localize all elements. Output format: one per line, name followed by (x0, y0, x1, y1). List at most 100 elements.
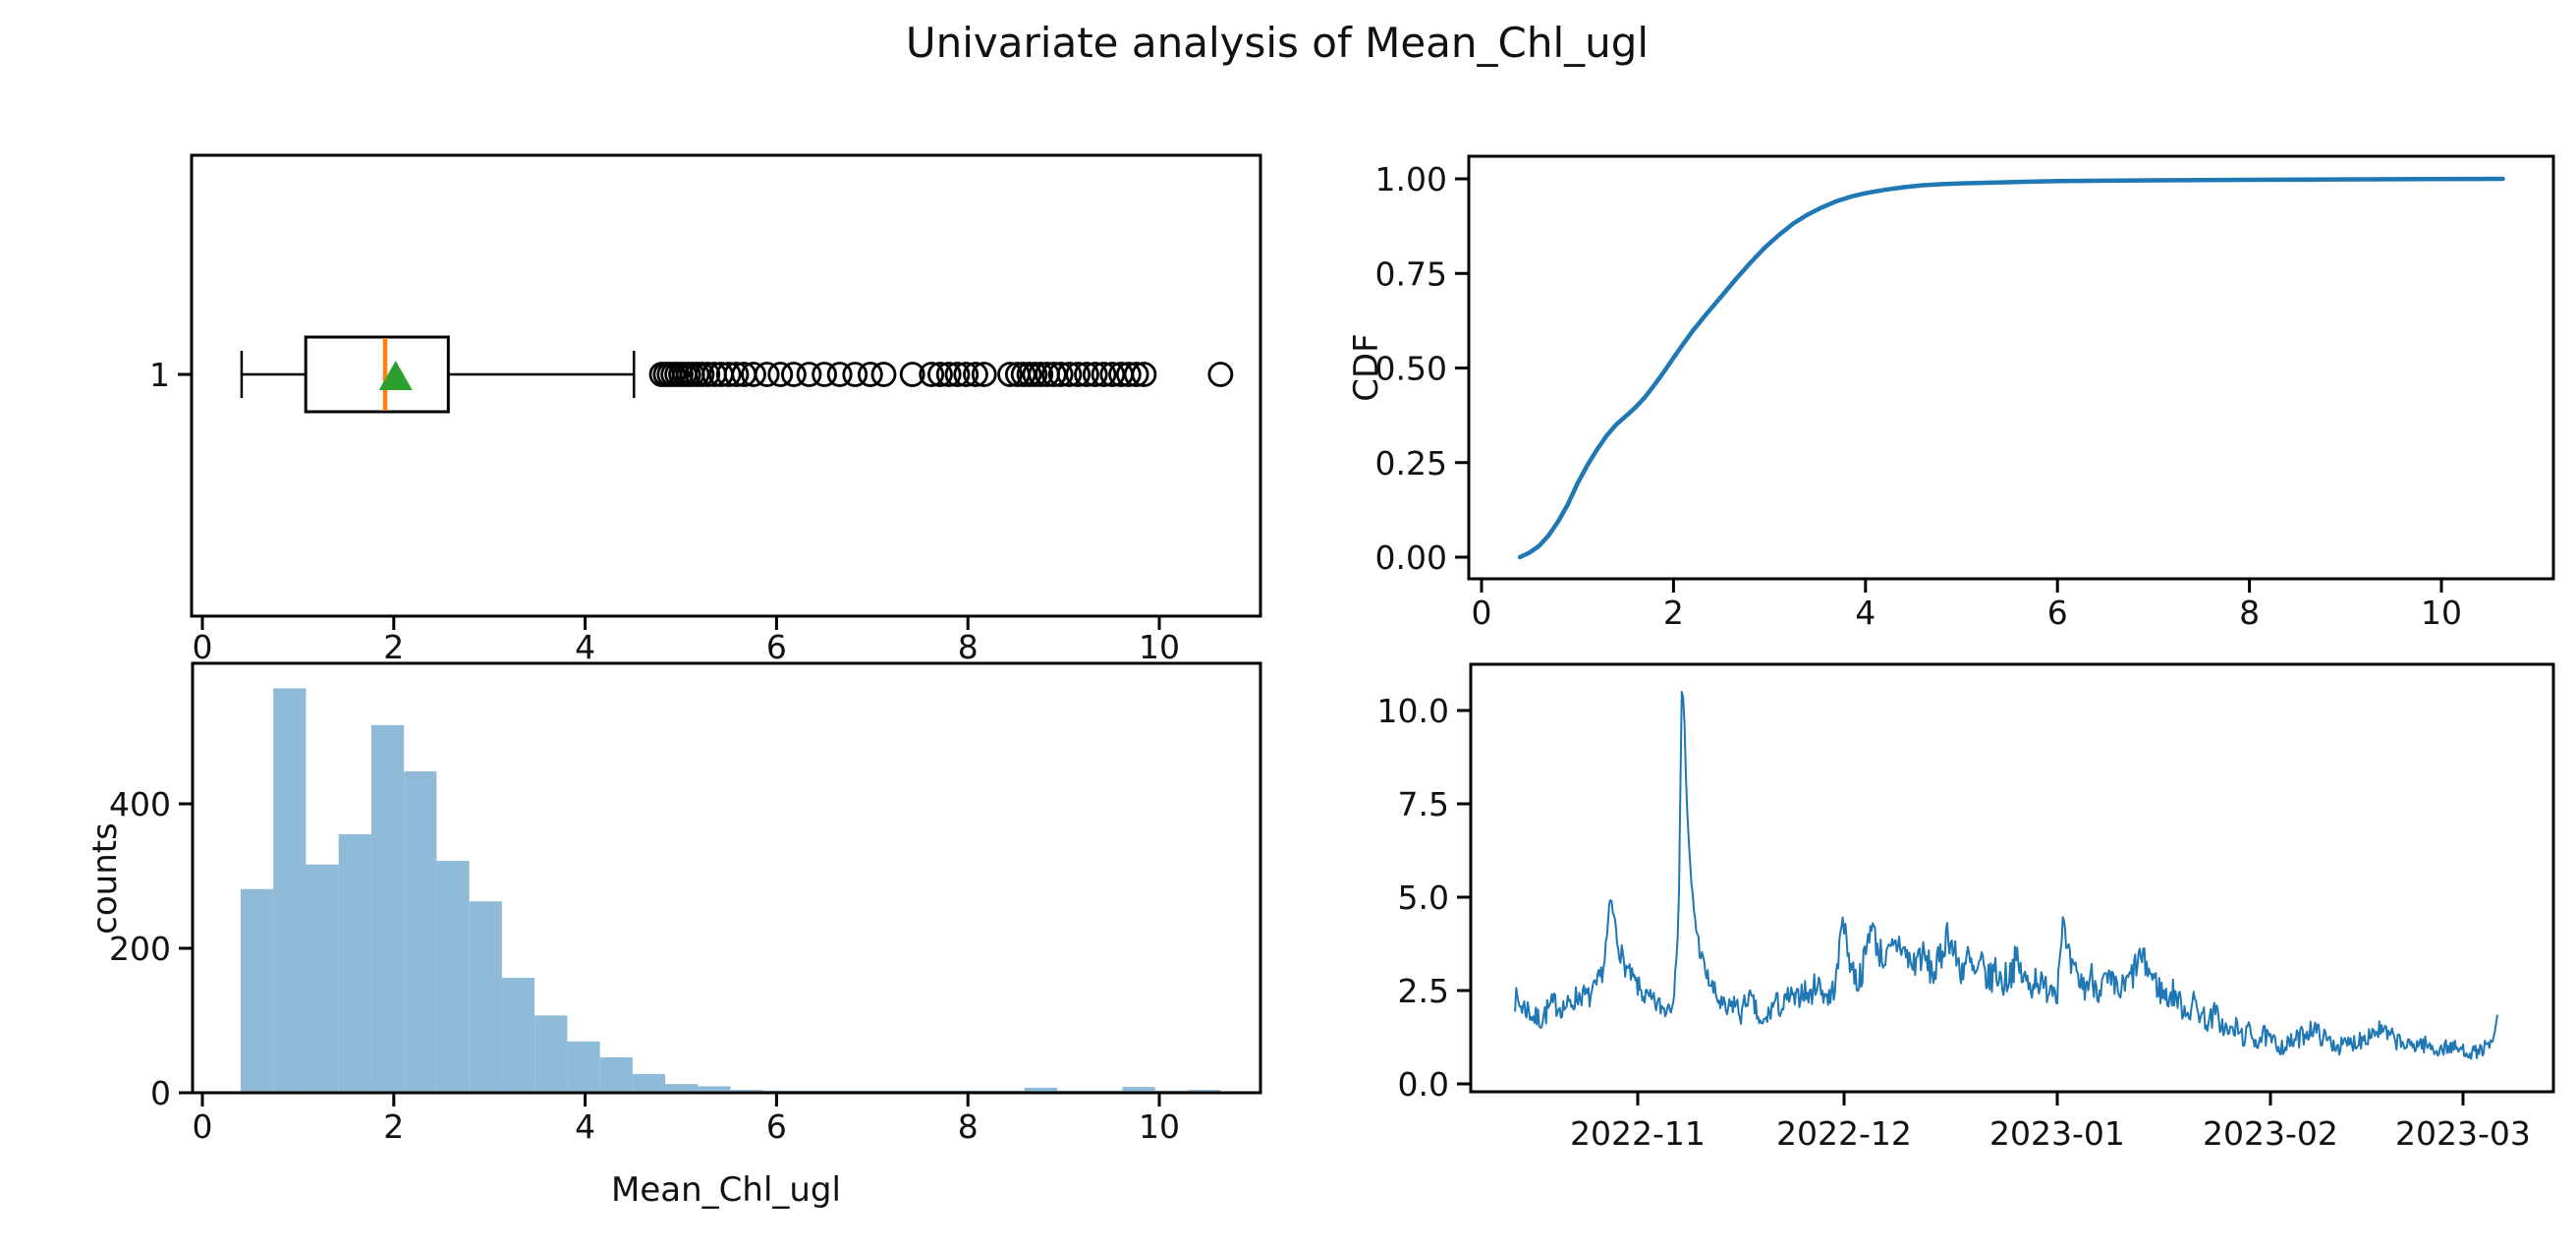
x-tick-label: 10 (2421, 594, 2462, 632)
iqr-box (304, 335, 450, 414)
x-tick-label: 2022-11 (1570, 1114, 1706, 1153)
histogram-bar (698, 1086, 731, 1093)
x-tick-label: 4 (1855, 594, 1876, 632)
y-tick-label: 7.5 (1398, 785, 1449, 823)
y-tick-label: 0.00 (1375, 539, 1447, 577)
outlier-point (812, 362, 837, 387)
histogram-bar (534, 1015, 568, 1093)
histogram-bar (1122, 1087, 1155, 1093)
outlier-point (826, 362, 853, 387)
y-tick-label: 0.50 (1375, 350, 1447, 388)
histogram-bar (240, 888, 274, 1093)
outlier-point (767, 362, 794, 387)
outlier-point (695, 362, 721, 387)
histogram-bar (306, 864, 339, 1093)
x-tick-label: 0 (1472, 594, 1492, 632)
outlier-point (1082, 362, 1108, 387)
axes-frame (191, 661, 1262, 1095)
x-tick-label: 6 (766, 628, 787, 666)
y-tick-label: 1 (149, 356, 170, 394)
x-tick-label: 2023-03 (2395, 1114, 2531, 1153)
histogram-bar (436, 861, 470, 1093)
outlier-point (953, 362, 980, 387)
x-tick-label: 6 (2047, 594, 2068, 632)
x-tick-label: 2 (1663, 594, 1684, 632)
outlier-point (723, 362, 750, 387)
histogram-bar (567, 1041, 600, 1093)
outlier-point (857, 362, 883, 387)
outlier-point (1056, 362, 1083, 387)
x-tick-label: 8 (958, 1107, 979, 1146)
outlier-point (935, 362, 962, 387)
x-tick-label: 2023-01 (1989, 1114, 2125, 1153)
y-tick-label: 0.25 (1375, 444, 1447, 482)
histogram-bar (404, 770, 437, 1093)
x-tick-label: 10 (1139, 628, 1180, 666)
y-tick-label: 0.0 (1398, 1065, 1449, 1104)
outlier-point (1028, 362, 1054, 387)
histogram-x-axis-label: Mean_Chl_ugl (611, 1170, 841, 1210)
cdf-y-axis-label: CDF (1347, 333, 1386, 401)
outlier-point (715, 362, 742, 387)
y-tick-label: 0.75 (1375, 255, 1447, 293)
outlier-point (1115, 362, 1142, 387)
histogram-bar (273, 688, 307, 1093)
timeseries-subplot: 2022-11 2022-12 2023-01 2023-02 2023-03 0.0 2.… (1377, 662, 2555, 1153)
boxplot-subplot: 0 2 4 6 8 10 1 (149, 153, 1262, 666)
outlier-point (919, 362, 945, 387)
y-tick-label: 5.0 (1398, 879, 1449, 917)
x-tick-label: 10 (1139, 1107, 1180, 1146)
axes-frame (1467, 154, 2555, 581)
timeseries-line (1513, 691, 2498, 1060)
histogram-bar (599, 1056, 633, 1093)
outlier-point (1123, 362, 1149, 387)
histogram-bar (338, 833, 371, 1093)
y-tick-label: 0 (150, 1074, 171, 1112)
x-tick-label: 2 (383, 1107, 404, 1146)
outlier-point (971, 362, 997, 387)
axes-frame (190, 153, 1262, 618)
x-tick-label: 4 (575, 628, 595, 666)
x-tick-label: 2 (383, 628, 404, 666)
x-tick-label: 4 (575, 1107, 595, 1146)
x-tick-label: 0 (193, 1107, 213, 1146)
y-tick-label: 10.0 (1377, 692, 1449, 730)
histogram-bar (632, 1073, 666, 1093)
outlier-point (997, 362, 1023, 387)
outlier-point (870, 362, 897, 387)
y-tick-label: 200 (109, 930, 171, 968)
outlier-point (796, 362, 822, 387)
x-tick-label: 2023-02 (2203, 1114, 2338, 1153)
cdf-line (1517, 176, 2505, 560)
outlier-point (1065, 362, 1092, 387)
y-tick-label: 1.00 (1375, 160, 1447, 199)
outlier-point (1074, 362, 1099, 387)
outlier-point (842, 362, 868, 387)
cdf-subplot: 0 2 4 6 8 10 0.00 0.25 0.50 0.75 1.00 (1375, 154, 2555, 632)
outlier-point (944, 362, 971, 387)
outlier-point (781, 362, 807, 387)
outlier-point (741, 362, 766, 387)
y-tick-label: 400 (109, 785, 171, 823)
histogram-bar (665, 1084, 699, 1093)
outlier-point (963, 362, 988, 387)
x-tick-label: 6 (766, 1107, 787, 1146)
outlier-point (1091, 362, 1117, 387)
axes-frame (1469, 662, 2555, 1094)
x-tick-label: 8 (958, 628, 979, 666)
outlier-point (1047, 362, 1074, 387)
outlier-point (1207, 362, 1234, 387)
histogram-bar (1024, 1087, 1058, 1093)
x-tick-label: 8 (2239, 594, 2260, 632)
histogram-bar (370, 724, 405, 1093)
x-tick-label: 2022-12 (1776, 1114, 1912, 1153)
mean-triangle-marker (378, 361, 413, 390)
figure-title: Univariate analysis of Mean_Chl_ugl (906, 19, 1649, 67)
outlier-point (899, 362, 925, 387)
y-tick-label: 2.5 (1398, 972, 1449, 1010)
histogram-y-axis-label: counts (85, 823, 125, 935)
outlier-point (754, 362, 780, 387)
outlier-point (1131, 362, 1157, 387)
